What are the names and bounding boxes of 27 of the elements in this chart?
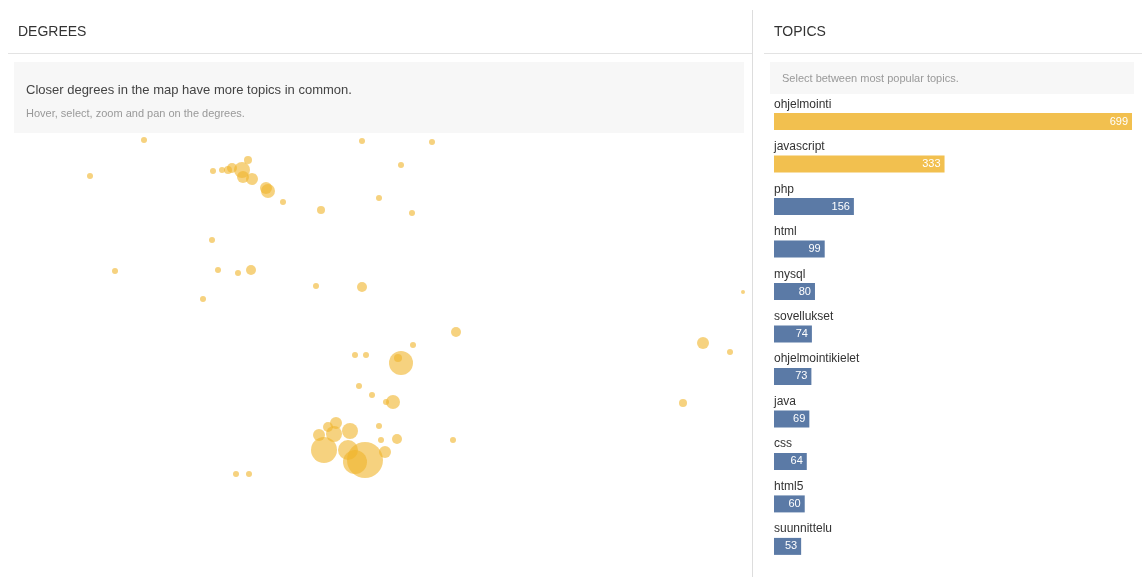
data-label: 99 [808,242,821,255]
data-label: 53 [784,539,798,552]
y-tick-label: html5 [774,478,804,493]
data-label: 64 [790,454,803,467]
data-label: 333 [922,157,941,170]
text: Closer degrees in the map have more topics in common. [26,82,353,97]
data-label: 156 [831,199,850,212]
y-tick-label: sovellukset [774,309,835,323]
y-tick-label: javascript [773,139,826,154]
y-tick-label: php [774,181,795,196]
chart-subtitle: Select between most popular topics. [782,72,960,84]
y-tick-label: ohjelmointikielet [774,351,861,366]
y-tick-label: css [774,436,792,451]
text: Hover, select, zoom and pan on the degrees. [26,107,246,119]
data-label: 69 [793,411,806,424]
data-label: 80 [798,284,811,297]
data-label: 74 [795,327,808,339]
chart-title: TOPICS [764,10,1142,54]
data-label: 73 [795,369,808,382]
data-label: 60 [788,496,801,509]
y-tick-label: ohjelmointi [774,96,832,111]
text: DEGREES [8,10,752,54]
y-tick-label: mysql [774,266,806,281]
data-label: 699 [1109,114,1128,127]
y-tick-label: java [773,393,797,408]
y-tick-label: suunnittelu [774,521,833,536]
y-tick-label: html [774,224,797,239]
